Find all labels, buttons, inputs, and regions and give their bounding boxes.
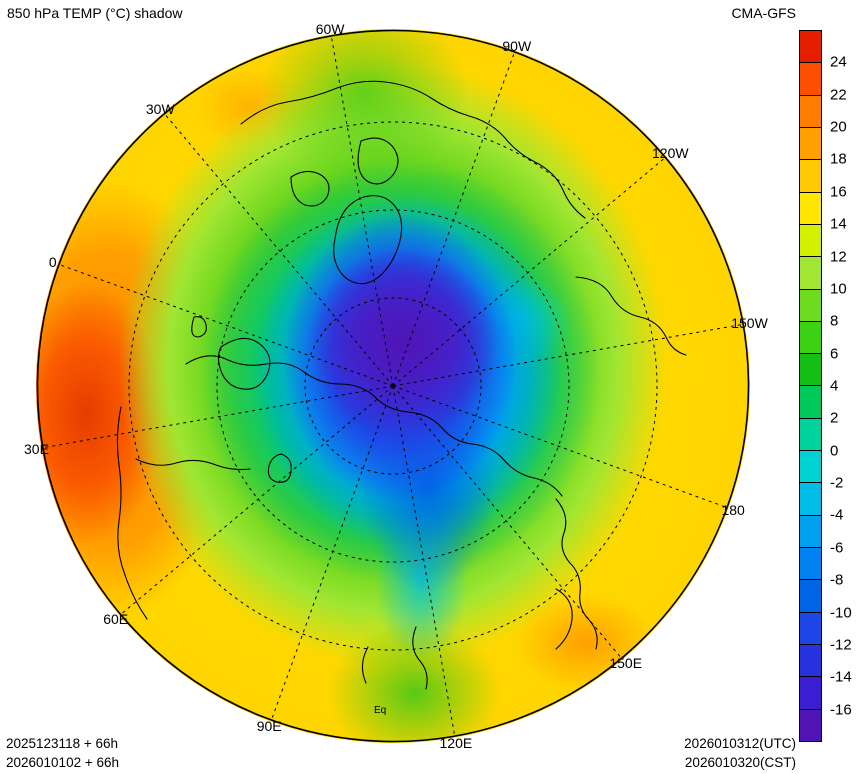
colorbar-segment bbox=[800, 676, 821, 709]
longitude-label-30E: 30E bbox=[24, 440, 49, 457]
coastline-hudson-bay bbox=[357, 137, 399, 185]
colorbar-segment bbox=[800, 126, 821, 160]
colorbar-tick-label: 4 bbox=[830, 377, 839, 395]
model-name: CMA-GFS bbox=[731, 5, 796, 21]
colorbar-tick-label: -4 bbox=[830, 506, 844, 524]
colorbar-segment bbox=[800, 320, 821, 354]
meridian-line bbox=[392, 385, 456, 736]
meridian-line bbox=[392, 157, 666, 387]
coastline-east-asia bbox=[555, 498, 598, 650]
longitude-label-90E: 90E bbox=[256, 718, 282, 735]
colorbar-tick-label: 14 bbox=[830, 215, 847, 233]
map-overlay bbox=[36, 29, 750, 743]
colorbar-segment bbox=[800, 62, 821, 95]
colorbar-segment bbox=[800, 31, 821, 63]
colorbar-segment bbox=[800, 514, 821, 547]
colorbar-segment bbox=[800, 256, 821, 289]
latitude-circle bbox=[304, 297, 482, 475]
graticule bbox=[43, 36, 743, 736]
coastline-africa bbox=[116, 406, 148, 620]
colorbar-tick-label: 8 bbox=[830, 312, 839, 330]
colorbar-segment bbox=[800, 611, 821, 644]
longitude-label-150E: 150E bbox=[609, 655, 643, 672]
colorbar-tick-label: -16 bbox=[830, 701, 852, 719]
coastline-greenland bbox=[333, 195, 403, 285]
coastline-alaska-bering bbox=[575, 276, 687, 356]
colorbar-tick-label: -10 bbox=[830, 604, 852, 622]
colorbar-segment bbox=[800, 482, 821, 515]
latitude-circle bbox=[216, 209, 570, 563]
colorbar-tick-label: -8 bbox=[830, 571, 844, 589]
coastline-scandinavia bbox=[217, 337, 271, 390]
colorbar-segment bbox=[800, 643, 821, 677]
colorbar-segment bbox=[800, 450, 821, 483]
valid-time-utc: 2026010312(UTC) bbox=[684, 736, 796, 751]
init-time-utc: 2025123118 + 66h bbox=[6, 736, 118, 751]
chart-title: 850 hPa TEMP (°C) shadow bbox=[7, 5, 183, 21]
meridian-line bbox=[43, 385, 394, 449]
polar-map: 60W 90W 120W 150W 180 150E 120E 90E 60E 30E 0 30W E… bbox=[24, 21, 768, 750]
coastline-british-isles bbox=[191, 316, 207, 338]
colorbar-tick-label: 2 bbox=[830, 409, 839, 427]
colorbar-segment bbox=[800, 708, 821, 741]
longitude-label-0: 0 bbox=[48, 254, 57, 271]
meridian-line bbox=[392, 323, 743, 387]
valid-time-cst: 2026010320(CST) bbox=[684, 755, 796, 770]
colorbar-segment bbox=[800, 579, 821, 612]
colorbar-tick-label: 22 bbox=[830, 86, 847, 104]
colorbar-tick-label: 0 bbox=[830, 442, 839, 460]
longitude-label-90W: 90W bbox=[502, 37, 532, 54]
colorbar-segment bbox=[800, 94, 821, 127]
init-time-cst: 2026010102 + 66h bbox=[6, 755, 119, 770]
colorbar-tick-label: 20 bbox=[830, 118, 847, 136]
meridian-line bbox=[59, 264, 394, 387]
colorbar-tick-label: -12 bbox=[830, 636, 852, 654]
equator-label: Eq bbox=[374, 705, 387, 716]
colorbar-segment bbox=[800, 385, 821, 418]
longitude-label-30W: 30W bbox=[145, 100, 175, 117]
colorbar-tick-label: 12 bbox=[830, 248, 847, 266]
colorbar-tick-label: 24 bbox=[830, 53, 847, 71]
coastline-arctic-islands bbox=[290, 170, 330, 207]
colorbar-tick-label: -2 bbox=[830, 474, 844, 492]
colorbar-segment bbox=[800, 547, 821, 580]
meridian-line bbox=[164, 113, 394, 387]
coastlines bbox=[116, 80, 687, 690]
meridian-line bbox=[120, 385, 394, 615]
colorbar-segment bbox=[800, 417, 821, 451]
meridian-line bbox=[392, 52, 515, 387]
meridian-line bbox=[330, 36, 394, 387]
longitude-label-180: 180 bbox=[721, 501, 745, 518]
colorbar-segment bbox=[800, 159, 821, 192]
coastline-eurasia-north bbox=[185, 355, 563, 497]
coastline-mediterranean bbox=[135, 458, 251, 471]
longitude-label-60E: 60E bbox=[103, 610, 129, 627]
colorbar-segment bbox=[800, 353, 821, 386]
colorbar-tick-label: 10 bbox=[830, 280, 847, 298]
coastline-north-america bbox=[240, 80, 586, 219]
longitude-label-150W: 150W bbox=[731, 315, 768, 332]
map-boundary-circle bbox=[36, 29, 750, 743]
coastline-se-asia-1 bbox=[412, 626, 428, 690]
coastline-caspian bbox=[267, 453, 292, 483]
colorbar-tick-label: 6 bbox=[830, 345, 839, 363]
colorbar-tick-label: 18 bbox=[830, 150, 847, 168]
colorbar-segment bbox=[800, 223, 821, 257]
latitude-circle bbox=[128, 121, 658, 651]
meridian-line bbox=[271, 385, 394, 720]
meridian-line bbox=[392, 385, 727, 508]
longitude-label-120E: 120E bbox=[439, 734, 473, 751]
colorbar bbox=[799, 30, 822, 742]
colorbar-segment bbox=[800, 191, 821, 224]
colorbar-tick-label: 16 bbox=[830, 183, 847, 201]
longitude-label-60W: 60W bbox=[315, 21, 345, 38]
colorbar-tick-label: -6 bbox=[830, 539, 844, 557]
colorbar-segment bbox=[800, 288, 821, 321]
colorbar-tick-label: -14 bbox=[830, 668, 852, 686]
coastline-japan bbox=[555, 588, 573, 650]
longitude-label-120W: 120W bbox=[652, 145, 689, 162]
coastline-se-asia-2 bbox=[361, 646, 369, 684]
